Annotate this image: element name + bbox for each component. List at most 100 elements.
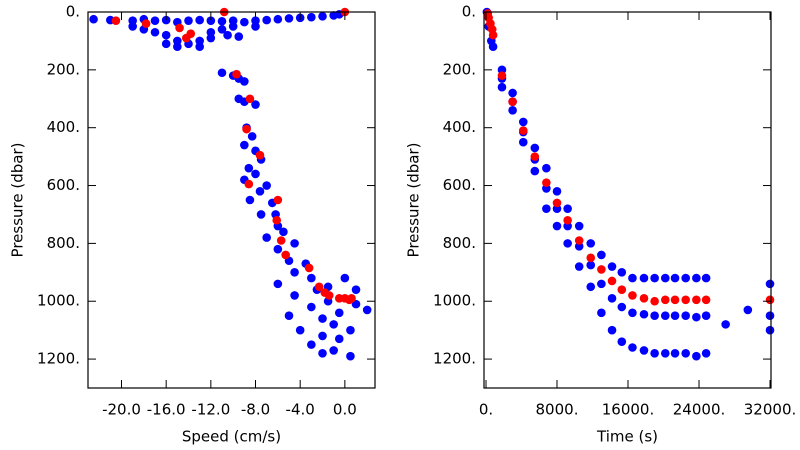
data-point (128, 22, 137, 31)
data-point (362, 305, 372, 315)
y-tick-label: 0. (462, 3, 476, 21)
data-point (518, 137, 528, 147)
y-tick-label: 800. (443, 234, 476, 252)
data-point (628, 308, 637, 318)
data-point (497, 82, 507, 92)
data-point (273, 195, 283, 205)
data-point (161, 30, 171, 40)
data-point (255, 150, 265, 160)
data-point (628, 343, 637, 352)
data-point (161, 15, 171, 25)
data-point (175, 23, 184, 33)
y-tick-label: 200. (47, 60, 80, 78)
data-point (340, 273, 350, 283)
data-point (251, 100, 260, 109)
data-point (307, 302, 316, 312)
data-point (206, 27, 216, 37)
data-point (639, 273, 649, 283)
data-point (284, 14, 294, 23)
data-point (574, 236, 584, 245)
plot-frame (87, 11, 376, 389)
y-tick-label: 1000. (37, 292, 80, 310)
data-point (242, 124, 251, 134)
y-tick-label: 600. (47, 176, 80, 194)
data-point (272, 215, 282, 225)
data-point (232, 69, 241, 79)
data-point (245, 94, 255, 104)
data-point (650, 311, 659, 320)
data-point (660, 311, 670, 320)
data-point (552, 187, 562, 196)
data-point (281, 250, 290, 260)
data-point (542, 163, 551, 173)
data-point (574, 221, 584, 231)
data-point (586, 260, 596, 270)
plot-frame (483, 11, 772, 389)
y-tick-label: 600. (443, 176, 476, 194)
data-point (518, 117, 528, 127)
data-point (488, 30, 498, 40)
y-tick-label: 800. (47, 234, 80, 252)
data-point (351, 299, 361, 309)
data-point (273, 279, 283, 289)
data-point (173, 42, 182, 52)
x-axis-title: Time (s) (596, 428, 658, 446)
data-point (628, 273, 637, 283)
data-point (701, 311, 711, 320)
data-point (279, 227, 288, 237)
data-point (617, 337, 627, 347)
data-point (530, 143, 540, 153)
y-tick-label: 400. (443, 118, 476, 136)
data-point (276, 236, 286, 245)
data-point (217, 25, 227, 34)
data-point (307, 12, 316, 22)
data-point (639, 294, 649, 303)
y-tick-label: 200. (443, 60, 476, 78)
y-tick-label: 1200. (37, 350, 80, 368)
data-point (150, 27, 160, 37)
data-point (329, 320, 338, 329)
data-point (701, 273, 711, 283)
data-point (244, 163, 254, 173)
data-point (597, 279, 606, 289)
data-point (318, 331, 327, 341)
data-point (184, 16, 193, 25)
data-point (552, 198, 562, 208)
data-point (692, 295, 701, 305)
data-point (701, 295, 711, 305)
data-point (150, 16, 160, 25)
data-point (607, 294, 617, 303)
data-point (681, 311, 691, 320)
x-tick-label: -4.0 (286, 401, 315, 419)
data-point (290, 239, 299, 248)
data-point (324, 291, 334, 300)
data-point (497, 71, 507, 80)
data-point (765, 279, 775, 289)
y-axis-title: Pressure (dbar) (9, 143, 27, 258)
data-point (574, 262, 584, 271)
data-point (195, 15, 204, 25)
data-point (251, 22, 260, 31)
data-point (660, 273, 670, 283)
data-point (346, 351, 355, 361)
data-point (701, 348, 711, 358)
data-point (518, 126, 528, 135)
data-point (508, 106, 517, 115)
data-point (245, 195, 255, 205)
data-point (508, 97, 517, 106)
data-point (508, 88, 517, 98)
data-point (607, 325, 617, 335)
data-point (304, 263, 314, 273)
data-point (542, 178, 551, 187)
x-tick-label: 8000. (536, 401, 579, 419)
data-point (617, 285, 627, 294)
data-point (563, 239, 572, 248)
data-point (530, 166, 540, 176)
data-point (318, 314, 327, 323)
data-point (488, 42, 498, 52)
data-point (607, 276, 617, 286)
data-point (244, 179, 254, 189)
data-point (650, 348, 659, 358)
data-point (628, 291, 637, 300)
x-tick-label: 32000. (744, 401, 797, 419)
